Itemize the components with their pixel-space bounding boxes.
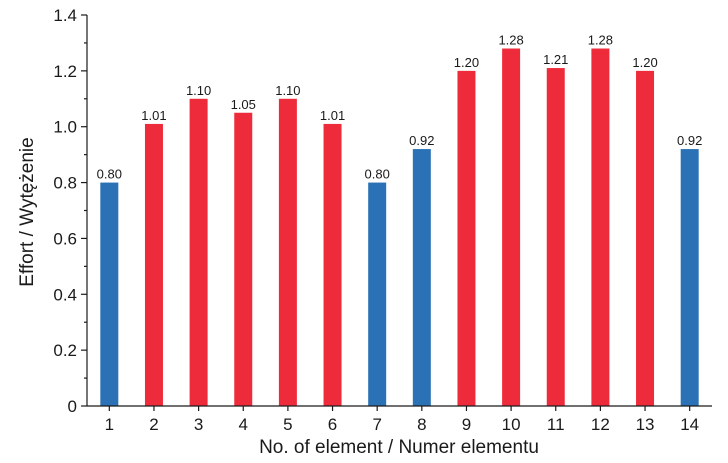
data-label-element-7: 0.80 <box>365 167 390 182</box>
y-tick-label: 0.6 <box>53 229 77 248</box>
data-label-element-8: 0.92 <box>409 133 434 148</box>
data-label-element-1: 0.80 <box>97 167 122 182</box>
x-tick-label-5: 5 <box>283 415 292 434</box>
x-tick-label-4: 4 <box>239 415 248 434</box>
y-tick-label: 0.4 <box>53 285 77 304</box>
bar-element-2 <box>144 123 163 407</box>
bar-element-8 <box>412 149 431 406</box>
bar-element-6 <box>323 123 342 407</box>
x-tick-label-7: 7 <box>372 415 381 434</box>
data-label-element-11: 1.21 <box>543 52 568 67</box>
x-tick-label-11: 11 <box>547 415 565 434</box>
x-tick-label-3: 3 <box>194 415 203 434</box>
bar-element-14 <box>680 149 699 406</box>
data-label-element-14: 0.92 <box>677 133 702 148</box>
x-tick-label-12: 12 <box>591 415 610 434</box>
x-tick-label-6: 6 <box>328 415 337 434</box>
data-label-element-9: 1.20 <box>454 55 479 70</box>
data-label-element-2: 1.01 <box>141 108 166 123</box>
bar-element-5 <box>278 98 297 406</box>
bar-element-12 <box>591 48 610 406</box>
x-tick-label-1: 1 <box>105 415 114 434</box>
bar-element-4 <box>234 112 253 406</box>
bar-element-13 <box>636 70 655 407</box>
data-label-element-10: 1.28 <box>498 33 523 48</box>
x-tick-label-8: 8 <box>417 415 426 434</box>
x-axis-title: No. of element / Numer elementu <box>259 437 539 458</box>
data-label-element-13: 1.20 <box>632 55 657 70</box>
data-label-element-4: 1.05 <box>231 97 256 112</box>
axes-layer: 00.20.40.60.81.01.21.41 2 3 4 5 6 7 8 9 10 11 12 13 1… <box>53 6 712 434</box>
bar-element-7 <box>368 182 387 406</box>
x-tick-label-14: 14 <box>680 415 699 434</box>
x-tick-label-13: 13 <box>636 415 655 434</box>
y-tick-label: 1.2 <box>53 62 77 81</box>
data-label-element-6: 1.01 <box>320 108 345 123</box>
data-label-element-12: 1.28 <box>588 33 613 48</box>
bar-element-3 <box>189 98 208 406</box>
y-tick-label: 0 <box>68 397 77 416</box>
data-labels-layer: 0.80 1.01 1.10 1.05 1.10 1.01 0.80 0.92 1.20 1.28… <box>97 33 703 182</box>
bar-element-11 <box>546 68 565 406</box>
bars-layer <box>100 48 699 407</box>
y-tick-label: 1.4 <box>53 6 77 25</box>
x-tick-label-9: 9 <box>462 415 471 434</box>
bar-element-9 <box>457 70 476 407</box>
y-tick-label: 0.2 <box>53 341 77 360</box>
x-tick-label-2: 2 <box>149 415 158 434</box>
data-label-element-3: 1.10 <box>186 83 211 98</box>
data-label-element-5: 1.10 <box>275 83 300 98</box>
y-tick-label: 1.0 <box>53 118 77 137</box>
y-tick-label: 0.8 <box>53 174 77 193</box>
x-tick-label-10: 10 <box>502 415 521 434</box>
bar-element-1 <box>100 182 119 406</box>
bar-element-10 <box>502 48 521 406</box>
y-axis-title: Effort / Wytężenie <box>17 137 38 286</box>
